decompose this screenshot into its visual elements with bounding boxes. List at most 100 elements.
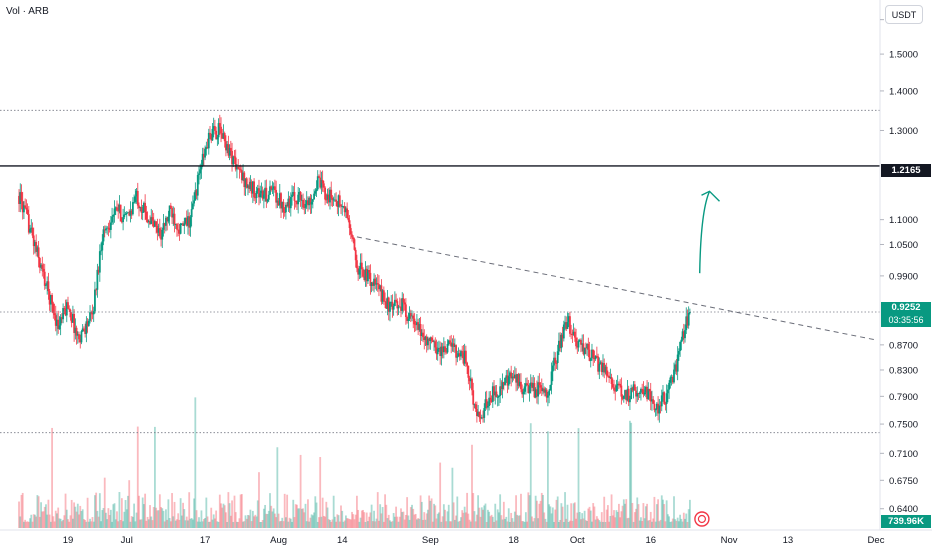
- volume-bar: [47, 499, 50, 528]
- volume-bar: [611, 515, 614, 528]
- volume-bar: [507, 508, 510, 528]
- volume-bar: [89, 518, 91, 528]
- candle-body: [278, 193, 281, 206]
- candle-body: [625, 390, 628, 401]
- candle-body: [593, 357, 596, 360]
- candle-body: [156, 225, 159, 233]
- candle-body: [392, 305, 395, 310]
- candle-body: [135, 190, 138, 197]
- volume-bar: [686, 521, 689, 528]
- volume-indicator-label[interactable]: Vol · ARB: [6, 6, 49, 17]
- price-tick-label: 1.5000: [889, 50, 918, 61]
- candle-body: [47, 281, 50, 292]
- candle-body: [444, 346, 446, 352]
- candle-body: [616, 383, 619, 386]
- candle-body: [382, 290, 385, 302]
- candle-body: [200, 165, 203, 170]
- candle-body: [516, 374, 519, 383]
- volume-bar: [438, 512, 440, 528]
- candle-body: [291, 194, 293, 198]
- volume-bar: [294, 504, 297, 528]
- volume-bar: [346, 518, 349, 528]
- candle-body: [560, 334, 563, 349]
- candle-body: [564, 322, 566, 325]
- candle-body: [234, 157, 237, 170]
- candle-body: [480, 417, 483, 419]
- candle-body: [310, 201, 313, 205]
- candle-body: [31, 227, 34, 236]
- time-tick-label: 18: [508, 535, 519, 546]
- candle-body: [569, 316, 571, 334]
- price-axis[interactable]: 1.60001.50001.40001.30001.10001.05000.99…: [880, 15, 918, 515]
- candle-body: [588, 349, 591, 361]
- candle-body: [456, 356, 459, 358]
- volume-bar: [134, 521, 137, 528]
- candle-body: [185, 217, 188, 226]
- time-tick-label: Jul: [121, 535, 133, 546]
- volume-bar: [41, 511, 44, 528]
- volume-bar: [518, 515, 521, 528]
- volume-bar: [513, 511, 516, 528]
- candle-body: [260, 190, 263, 194]
- candle-body: [651, 399, 653, 402]
- candle-body: [41, 264, 44, 269]
- price-tick-label: 0.6750: [889, 476, 918, 487]
- volume-bar: [491, 516, 494, 528]
- volume-bar: [32, 514, 35, 528]
- volume-bar: [314, 496, 317, 528]
- candle-body: [176, 224, 178, 230]
- candle-body: [98, 251, 101, 273]
- candle-body: [244, 178, 247, 188]
- currency-button[interactable]: USDT: [885, 5, 923, 24]
- candle-body: [566, 322, 569, 329]
- volume-bar: [570, 503, 573, 528]
- candle-body: [212, 126, 215, 129]
- candle-body: [659, 405, 662, 407]
- candle-body: [460, 351, 462, 357]
- current-price-badge: 0.9252 03:35:56: [881, 302, 931, 327]
- candle-body: [602, 363, 604, 373]
- candle-body: [427, 338, 429, 346]
- volume-bar: [131, 516, 134, 528]
- candle-body: [555, 362, 558, 364]
- candle-body: [367, 269, 369, 282]
- candle-body: [496, 397, 499, 398]
- volume-bar: [537, 518, 540, 528]
- candle-body: [449, 340, 451, 343]
- candle-body: [97, 269, 100, 273]
- candle-body: [666, 389, 669, 394]
- volume-bar: [554, 509, 557, 528]
- volume-bar: [379, 504, 382, 528]
- candle-body: [644, 386, 647, 393]
- volume-bar: [85, 521, 88, 528]
- candle-body: [53, 313, 56, 316]
- candle-body: [161, 229, 164, 240]
- volume-bar: [319, 457, 322, 528]
- volume-bar: [441, 516, 444, 528]
- candle-body: [232, 156, 235, 165]
- volume-bar: [586, 520, 588, 528]
- candle-body: [100, 250, 102, 252]
- candle-body: [531, 382, 533, 388]
- candle-body: [363, 276, 366, 280]
- volume-bar: [636, 497, 639, 528]
- candle-body: [140, 207, 143, 213]
- dividend-icon: [694, 511, 710, 527]
- candle-body: [493, 386, 495, 396]
- candle-body: [572, 331, 575, 335]
- candle-body: [233, 156, 236, 158]
- time-axis[interactable]: 19 Jul 17 Aug 14 Sep 18 Oct 16 Nov 13 Dec: [63, 535, 885, 546]
- candle-body: [527, 384, 530, 394]
- candle-body: [573, 331, 576, 338]
- volume-bar: [551, 507, 554, 528]
- volume-bar: [409, 507, 412, 528]
- candle-body: [309, 197, 312, 205]
- volume-bar: [511, 518, 514, 528]
- volume-bar: [548, 504, 551, 528]
- candle-body: [43, 271, 46, 286]
- candle-body: [682, 331, 685, 339]
- candle-body: [129, 210, 132, 216]
- candle-body: [532, 382, 535, 388]
- volume-bar: [371, 521, 374, 528]
